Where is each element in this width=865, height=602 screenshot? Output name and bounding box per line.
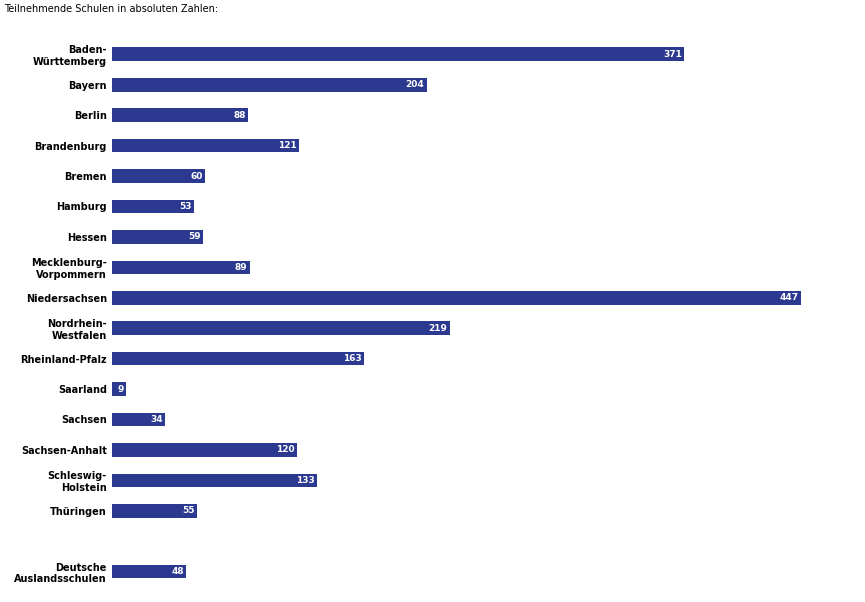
Text: 55: 55: [183, 506, 195, 515]
Text: 163: 163: [343, 354, 362, 363]
Text: 60: 60: [190, 172, 202, 181]
Text: 204: 204: [406, 80, 425, 89]
Bar: [112, 443, 298, 457]
Bar: [112, 48, 684, 61]
Text: 34: 34: [150, 415, 163, 424]
Bar: [112, 291, 801, 305]
Text: 447: 447: [779, 293, 799, 302]
Text: 133: 133: [297, 476, 315, 485]
Text: 9: 9: [118, 385, 124, 394]
Text: 371: 371: [663, 50, 682, 59]
Bar: [112, 412, 165, 426]
Bar: [112, 230, 203, 244]
Bar: [112, 261, 250, 274]
Bar: [112, 504, 197, 518]
Text: 48: 48: [171, 567, 184, 576]
Bar: [112, 200, 194, 213]
Bar: [112, 352, 363, 365]
Bar: [112, 474, 317, 487]
Bar: [112, 382, 126, 396]
Text: 59: 59: [189, 232, 201, 241]
Bar: [112, 78, 426, 92]
Bar: [112, 108, 248, 122]
Text: 88: 88: [234, 111, 246, 120]
Text: 219: 219: [429, 324, 447, 333]
Text: 89: 89: [234, 263, 247, 272]
Text: 121: 121: [278, 141, 297, 150]
Text: 53: 53: [179, 202, 192, 211]
Bar: [112, 139, 299, 152]
Text: Teilnehmende Schulen in absoluten Zahlen:: Teilnehmende Schulen in absoluten Zahlen…: [4, 4, 219, 14]
Bar: [112, 565, 186, 579]
Text: 120: 120: [277, 445, 295, 455]
Bar: [112, 169, 205, 183]
Bar: [112, 321, 450, 335]
